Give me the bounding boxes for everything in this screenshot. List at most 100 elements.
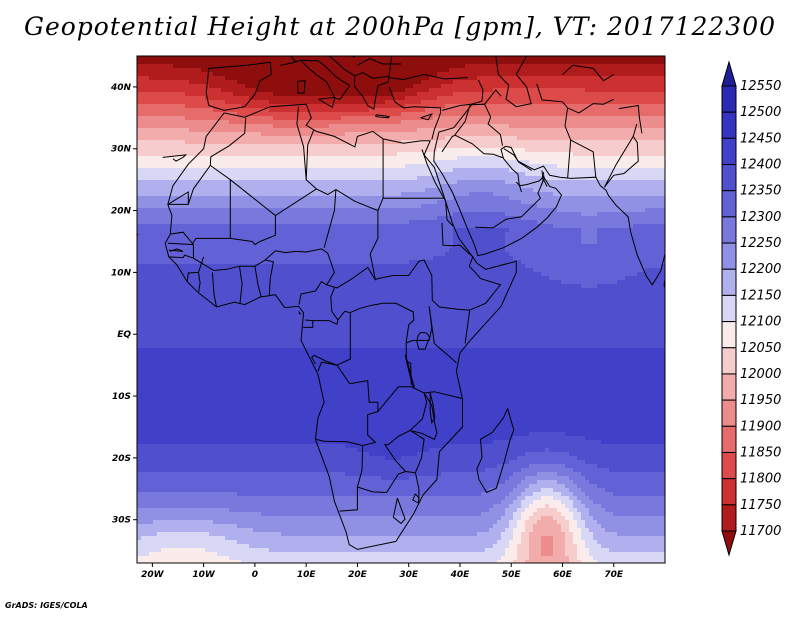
colorbar-box bbox=[721, 504, 737, 532]
field-cell bbox=[569, 476, 586, 481]
border-path bbox=[454, 104, 471, 136]
field-cell bbox=[137, 244, 454, 249]
field-cell bbox=[401, 456, 518, 461]
field-cell bbox=[137, 272, 542, 277]
field-cell bbox=[509, 196, 665, 201]
field-cell bbox=[453, 240, 506, 245]
field-cell bbox=[137, 484, 498, 489]
field-cell bbox=[137, 220, 410, 225]
field-cell bbox=[241, 560, 498, 563]
field-cell bbox=[521, 532, 530, 537]
field-cell bbox=[541, 536, 554, 541]
field-cell bbox=[549, 276, 626, 281]
field-cell bbox=[557, 472, 582, 477]
field-cell bbox=[565, 552, 578, 557]
coastline-path bbox=[421, 149, 454, 227]
field-cell bbox=[589, 496, 665, 501]
field-cell bbox=[525, 148, 665, 153]
field-cell bbox=[185, 104, 242, 109]
field-cell bbox=[565, 536, 574, 541]
colorbar-box bbox=[721, 425, 737, 453]
field-cell bbox=[137, 432, 530, 437]
border-path bbox=[405, 342, 412, 385]
field-cell bbox=[601, 440, 665, 445]
field-cell bbox=[525, 528, 534, 533]
field-cell bbox=[137, 540, 238, 545]
field-cell bbox=[137, 556, 230, 561]
field-cell bbox=[513, 488, 526, 493]
field-cell bbox=[137, 392, 665, 397]
field-cell bbox=[505, 508, 518, 513]
field-cell bbox=[137, 120, 230, 125]
coastline-path bbox=[388, 73, 468, 81]
coastlines-and-borders bbox=[137, 56, 665, 550]
field-cell bbox=[409, 220, 538, 225]
field-cell bbox=[521, 468, 574, 473]
field-cell bbox=[345, 444, 446, 449]
field-cell bbox=[137, 60, 665, 65]
field-cell bbox=[589, 552, 665, 557]
field-cell bbox=[425, 188, 534, 193]
field-cell bbox=[597, 520, 665, 525]
field-cell bbox=[529, 544, 542, 549]
field-cell bbox=[137, 64, 174, 69]
field-cell bbox=[505, 548, 518, 553]
field-cell bbox=[529, 532, 566, 537]
field-cell bbox=[137, 544, 250, 549]
x-tick-label: 40E bbox=[450, 570, 471, 580]
field-cell bbox=[557, 520, 570, 525]
field-cell bbox=[521, 216, 665, 221]
field-cell bbox=[425, 108, 665, 113]
field-cell bbox=[137, 204, 422, 209]
field-cell bbox=[597, 540, 665, 545]
field-cell bbox=[517, 456, 578, 461]
field-cell bbox=[433, 116, 665, 121]
field-cell bbox=[137, 256, 434, 261]
field-cell bbox=[137, 504, 494, 509]
field-cell bbox=[573, 536, 582, 541]
field-cell bbox=[525, 476, 570, 481]
field-cell bbox=[509, 520, 518, 525]
field-cell bbox=[409, 260, 522, 265]
field-cell bbox=[537, 520, 558, 525]
field-cell bbox=[573, 468, 610, 473]
field-cell bbox=[509, 492, 522, 497]
border-path bbox=[170, 231, 194, 245]
field-cell bbox=[137, 248, 450, 253]
field-cell bbox=[585, 504, 602, 509]
field-cell bbox=[597, 284, 665, 289]
height-field bbox=[137, 56, 665, 563]
field-cell bbox=[517, 556, 530, 561]
field-cell bbox=[369, 108, 426, 113]
border-path bbox=[265, 259, 274, 296]
field-cell bbox=[601, 504, 665, 509]
field-cell bbox=[549, 448, 665, 453]
field-cell bbox=[521, 540, 530, 545]
border-path bbox=[369, 210, 379, 280]
field-cell bbox=[137, 148, 438, 153]
field-cell bbox=[137, 88, 222, 93]
field-cell bbox=[525, 264, 662, 269]
colorbar-box bbox=[721, 111, 737, 139]
colorbar-top-arrow bbox=[721, 60, 737, 87]
colorbar-box bbox=[721, 478, 737, 506]
colorbar-label: 11800 bbox=[740, 472, 781, 487]
field-cell bbox=[437, 148, 526, 153]
field-cell bbox=[573, 480, 590, 485]
field-cell bbox=[581, 236, 598, 241]
x-tick-label: 0 bbox=[252, 570, 258, 580]
border-path bbox=[392, 497, 406, 525]
grads-credit: GrADS: IGES/COLA bbox=[5, 601, 88, 610]
field-cell bbox=[633, 224, 665, 229]
field-cell bbox=[137, 172, 438, 177]
field-cell bbox=[569, 508, 578, 513]
field-cell bbox=[581, 560, 598, 563]
field-cell bbox=[577, 520, 586, 525]
field-cell bbox=[565, 432, 665, 437]
field-cell bbox=[605, 528, 665, 533]
y-tick-label: 20N bbox=[111, 207, 132, 217]
field-cell bbox=[529, 464, 566, 469]
field-cell bbox=[553, 548, 566, 553]
field-cell bbox=[609, 468, 665, 473]
